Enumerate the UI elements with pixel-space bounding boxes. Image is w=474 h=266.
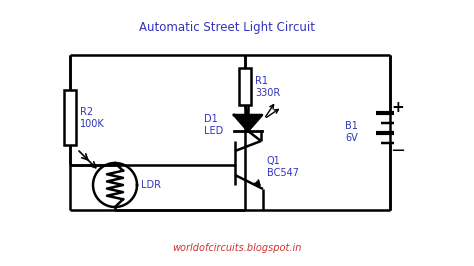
Polygon shape <box>234 115 262 131</box>
Text: Q1: Q1 <box>267 156 281 166</box>
Text: D1: D1 <box>204 114 218 124</box>
Text: +: + <box>392 99 404 114</box>
Text: LDR: LDR <box>141 180 161 190</box>
Text: R2: R2 <box>80 107 93 117</box>
Bar <box>64 90 76 145</box>
Text: 100K: 100K <box>80 119 105 129</box>
Text: worldofcircuits.blogspot.in: worldofcircuits.blogspot.in <box>173 243 301 253</box>
Text: 6V: 6V <box>345 133 358 143</box>
Text: −: − <box>391 142 406 160</box>
Text: Automatic Street Light Circuit: Automatic Street Light Circuit <box>139 22 315 35</box>
Text: R1: R1 <box>255 76 268 86</box>
Text: BC547: BC547 <box>267 168 299 178</box>
Text: 330R: 330R <box>255 88 280 98</box>
Text: LED: LED <box>204 126 223 136</box>
Bar <box>239 68 251 105</box>
Text: B1: B1 <box>345 121 358 131</box>
